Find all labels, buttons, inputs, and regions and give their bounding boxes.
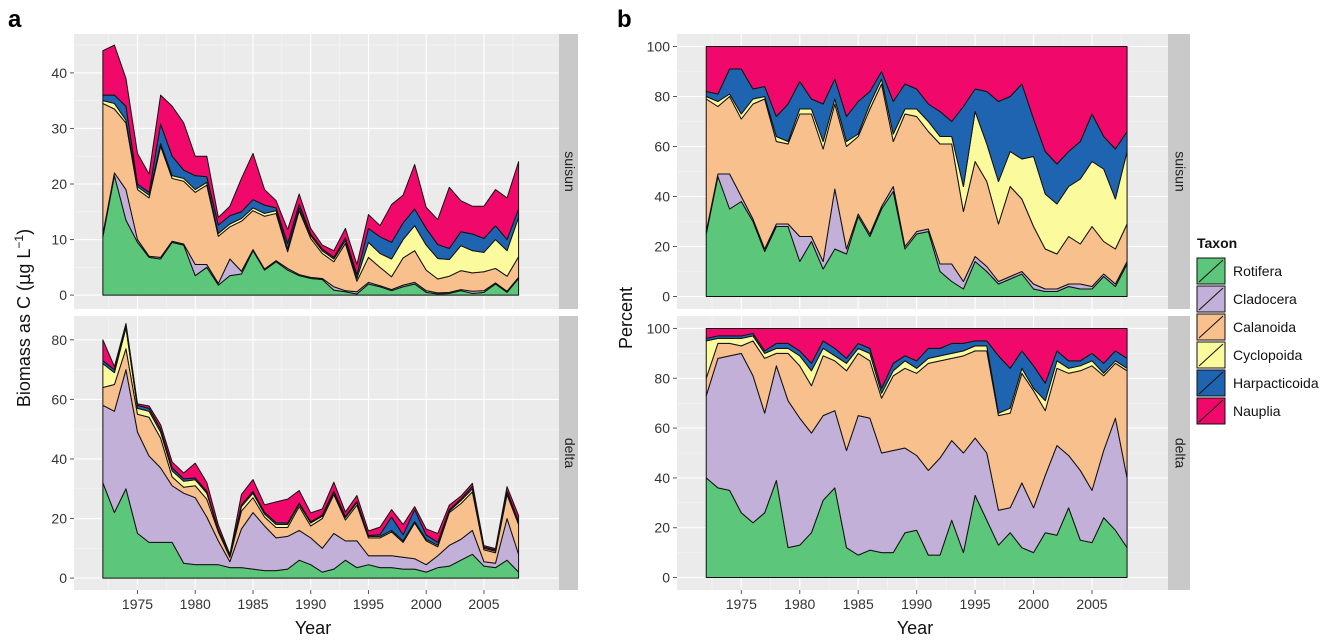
x-axis-title-a: Year bbox=[295, 618, 331, 638]
panel-letter-b: b bbox=[617, 6, 632, 33]
legend: Taxon Rotifera Cladocera Calanoida Cyclopoid… bbox=[1196, 235, 1319, 425]
x-tick-label: 1995 bbox=[960, 596, 991, 612]
x-tick-label: 1985 bbox=[237, 596, 268, 612]
area-nauplia bbox=[705, 46, 1128, 165]
x-tick-label: 1975 bbox=[726, 596, 757, 612]
x-tick-label: 1980 bbox=[784, 596, 815, 612]
legend-key-slash bbox=[1198, 343, 1224, 367]
facet-strip-label: delta bbox=[562, 438, 578, 469]
area-nauplia bbox=[705, 327, 1128, 389]
legend-label: Harpacticoida bbox=[1233, 375, 1319, 391]
x-tick-label: 1990 bbox=[901, 596, 932, 612]
legend-entry-cyclopoida: Cyclopoida bbox=[1196, 341, 1302, 369]
x-axis-title-b: Year bbox=[897, 618, 933, 638]
x-tick-label: 1990 bbox=[295, 596, 326, 612]
x-tick-label: 1975 bbox=[122, 596, 153, 612]
y-tick-label: 80 bbox=[51, 332, 67, 348]
y-axis-title-a: Biomass as C (µg L−1) bbox=[12, 229, 35, 407]
y-tick-label: 40 bbox=[51, 65, 67, 81]
facet-strip bbox=[559, 34, 578, 309]
y-tick-label: 80 bbox=[654, 370, 670, 386]
facet-strip-label: suisun bbox=[562, 151, 578, 191]
y-tick-label: 40 bbox=[51, 451, 67, 467]
area-nauplia bbox=[102, 44, 520, 276]
legend-entry-harpacticoida: Harpacticoida bbox=[1196, 369, 1319, 397]
y-tick-label: 20 bbox=[654, 239, 670, 255]
y-tick-label: 40 bbox=[654, 470, 670, 486]
facet-strip-label: delta bbox=[1172, 438, 1188, 469]
y-tick-label: 60 bbox=[654, 139, 670, 155]
panels: 0 10 20 30 40 suisun 0 20 40 60 80 delta 1975 1980 198… bbox=[51, 34, 1190, 612]
x-tick-label: 1980 bbox=[180, 596, 211, 612]
facet-b-delta: 0 20 40 60 80 100 delta 1975 1980 1985 1990 1995 200… bbox=[647, 316, 1190, 612]
legend-key-slash bbox=[1198, 371, 1224, 395]
y-tick-label: 10 bbox=[51, 232, 67, 248]
x-tick-label: 2005 bbox=[468, 596, 499, 612]
area-nauplia bbox=[102, 322, 520, 557]
panel-letter-a: a bbox=[8, 6, 22, 33]
y-tick-label: 60 bbox=[51, 391, 67, 407]
legend-title: Taxon bbox=[1197, 235, 1237, 251]
facet-strip bbox=[1168, 316, 1190, 590]
legend-entry-nauplia: Nauplia bbox=[1196, 397, 1281, 425]
facet-strip-label: suisun bbox=[1172, 151, 1188, 191]
facet-strip bbox=[559, 316, 578, 590]
legend-label: Cladocera bbox=[1233, 291, 1297, 307]
legend-key-slash bbox=[1198, 399, 1224, 423]
y-tick-label: 100 bbox=[647, 320, 671, 336]
facet-a-suisun: 0 10 20 30 40 suisun bbox=[51, 34, 578, 309]
legend-key-slash bbox=[1198, 287, 1224, 311]
legend-label: Nauplia bbox=[1233, 403, 1281, 419]
x-tick-label: 1985 bbox=[843, 596, 874, 612]
x-tick-label: 2005 bbox=[1076, 596, 1107, 612]
y-tick-label: 20 bbox=[51, 511, 67, 527]
facet-b-suisun: 0 20 40 60 80 100 suisun bbox=[647, 34, 1190, 309]
y-tick-label: 0 bbox=[59, 287, 67, 303]
y-tick-label: 0 bbox=[59, 570, 67, 586]
y-tick-label: 80 bbox=[654, 89, 670, 105]
y-tick-label: 100 bbox=[647, 39, 671, 55]
legend-entry-calanoida: Calanoida bbox=[1196, 313, 1296, 341]
legend-key-slash bbox=[1198, 315, 1224, 339]
legend-label: Calanoida bbox=[1233, 319, 1296, 335]
x-tick-label: 1995 bbox=[353, 596, 384, 612]
legend-entry-rotifera: Rotifera bbox=[1196, 257, 1282, 285]
y-tick-label: 30 bbox=[51, 120, 67, 136]
y-tick-label: 60 bbox=[654, 420, 670, 436]
x-tick-label: 2000 bbox=[411, 596, 442, 612]
facet-strip bbox=[1168, 34, 1190, 309]
y-tick-label: 20 bbox=[51, 176, 67, 192]
legend-entry-cladocera: Cladocera bbox=[1196, 285, 1297, 313]
y-tick-label: 0 bbox=[662, 289, 670, 305]
legend-label: Rotifera bbox=[1233, 263, 1282, 279]
y-tick-label: 20 bbox=[654, 520, 670, 536]
y-tick-label: 0 bbox=[662, 570, 670, 586]
facet-a-delta: 0 20 40 60 80 delta 1975 1980 1985 1990 1995 2000 20… bbox=[51, 316, 578, 612]
y-axis-title-b: Percent bbox=[616, 287, 636, 349]
legend-label: Cyclopoida bbox=[1233, 347, 1302, 363]
y-tick-label: 40 bbox=[654, 189, 670, 205]
x-tick-label: 2000 bbox=[1018, 596, 1049, 612]
legend-key-slash bbox=[1198, 259, 1224, 283]
